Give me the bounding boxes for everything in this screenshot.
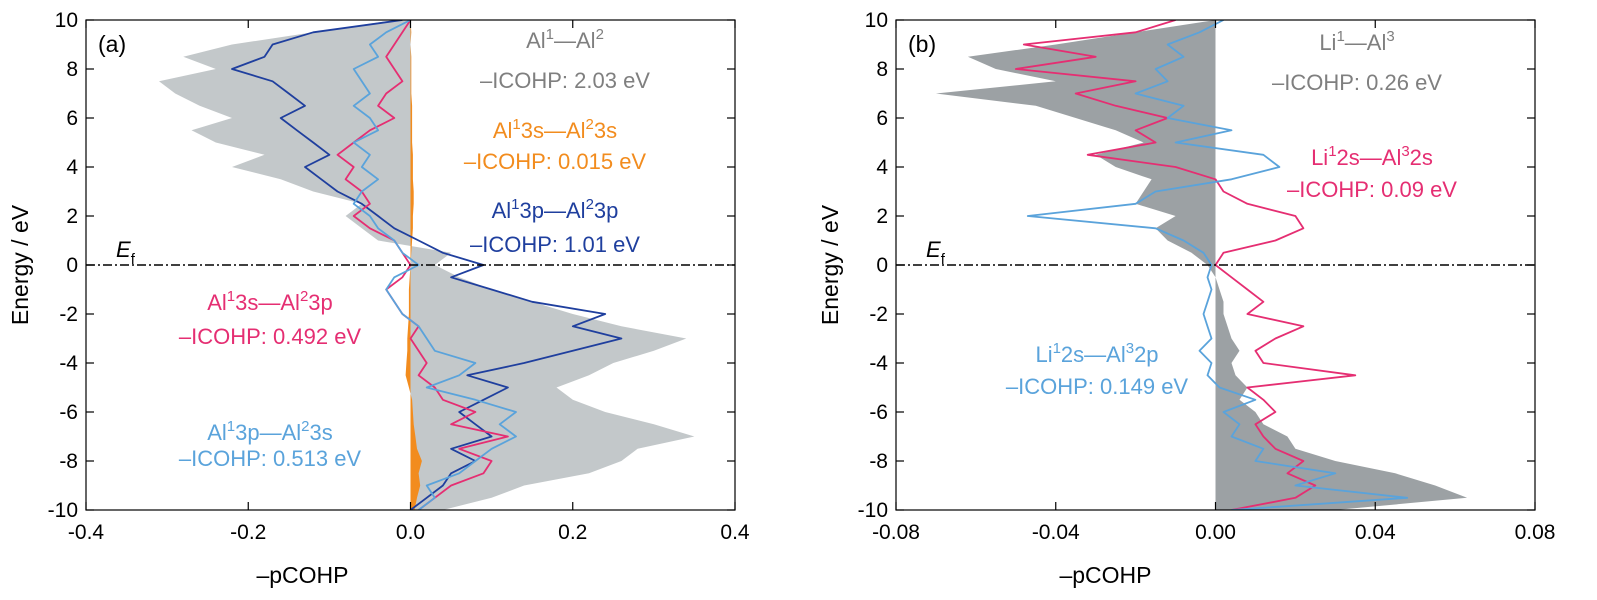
annotation-sp-title: Li12s—Al32s: [1311, 143, 1433, 170]
annotation-sp-icohp: –ICOHP: 0.09 eV: [1287, 177, 1457, 202]
y-tick-label: 8: [876, 58, 888, 81]
y-tick-label: 4: [66, 156, 78, 179]
y-tick-label: 2: [66, 205, 78, 228]
y-tick-label: -4: [869, 352, 888, 375]
y-tick-label: -8: [869, 450, 888, 473]
x-tick-label: 0.4: [720, 521, 750, 544]
panel-a: Ef -0.4 -0.2 0.0 0.2 0.4 10 8 6 4 2 0 -2 -4 -6 -8 -10 –pC…: [7, 9, 750, 588]
y-axis-label: Energy / eV: [7, 204, 33, 325]
y-tick-label: -2: [59, 303, 78, 326]
annotation-sp-icohp: –ICOHP: 0.492 eV: [179, 324, 362, 349]
y-tick-label: 4: [876, 156, 888, 179]
annotation-ss-icohp: –ICOHP: 0.015 eV: [464, 149, 647, 174]
annotation-ps-title: Al13p—Al23s: [207, 418, 333, 445]
y-tick-label: -10: [858, 499, 888, 522]
panel-label: (b): [908, 31, 936, 57]
annotation-total-title: Al1—Al2: [526, 26, 604, 53]
fermi-level-label: Ef: [926, 237, 946, 268]
y-axis-label: Energy / eV: [817, 204, 843, 325]
annotation-total_b-icohp: –ICOHP: 0.26 eV: [1272, 70, 1442, 95]
y-tick-label: 10: [865, 9, 888, 32]
annotation-ss-title: Al13s—Al23s: [493, 116, 617, 143]
x-tick-label: 0.2: [558, 521, 587, 544]
x-tick-label: -0.2: [230, 521, 266, 544]
annotation-pp-icohp: –ICOHP: 1.01 eV: [470, 232, 640, 257]
y-tick-label: 0: [66, 254, 78, 277]
x-axis-label: –pCOHP: [1059, 562, 1151, 588]
series-ps-line: [352, 20, 517, 510]
annotation-ps-icohp: –ICOHP: 0.149 eV: [1006, 374, 1189, 399]
x-tick-label: 0.0: [396, 521, 425, 544]
annotation-sp-title: Al13s—Al23p: [207, 288, 333, 315]
y-tick-label: 0: [876, 254, 888, 277]
series-total_b-area: [935, 20, 1468, 510]
y-tick-label: 10: [55, 9, 78, 32]
y-tick-label: -2: [869, 303, 888, 326]
x-tick-label: -0.04: [1032, 521, 1080, 544]
y-tick-label: 6: [66, 107, 78, 130]
annotation-pp-title: Al13p—Al23p: [492, 196, 619, 223]
annotation-ps-icohp: –ICOHP: 0.513 eV: [179, 446, 362, 471]
x-tick-label: -0.08: [872, 521, 920, 544]
fermi-level-label: Ef: [116, 237, 136, 268]
panel-b: Ef -0.08 -0.04 0.00 0.04 0.08 10 8 6 4 2 0 -2 -4 -6 -8 -…: [817, 9, 1555, 588]
y-tick-label: -8: [59, 450, 78, 473]
x-tick-label: 0.00: [1195, 521, 1236, 544]
y-tick-label: -10: [48, 499, 78, 522]
y-tick-label: 2: [876, 205, 888, 228]
panel-label: (a): [98, 31, 126, 57]
y-tick-label: -6: [869, 401, 888, 424]
x-tick-label: 0.04: [1355, 521, 1396, 544]
x-tick-label: -0.4: [68, 521, 105, 544]
annotation-ps-title: Li12s—Al32p: [1035, 340, 1158, 367]
y-tick-label: 8: [66, 58, 78, 81]
y-tick-label: 6: [876, 107, 888, 130]
annotation-total_b-title: Li1—Al3: [1319, 28, 1394, 55]
series-ps-line: [1026, 20, 1409, 510]
x-tick-label: 0.08: [1515, 521, 1556, 544]
series-ss-area: [405, 20, 422, 510]
y-tick-label: -4: [59, 352, 78, 375]
annotation-total-icohp: –ICOHP: 2.03 eV: [480, 68, 650, 93]
y-tick-label: -6: [59, 401, 78, 424]
x-axis-label: –pCOHP: [256, 562, 348, 588]
